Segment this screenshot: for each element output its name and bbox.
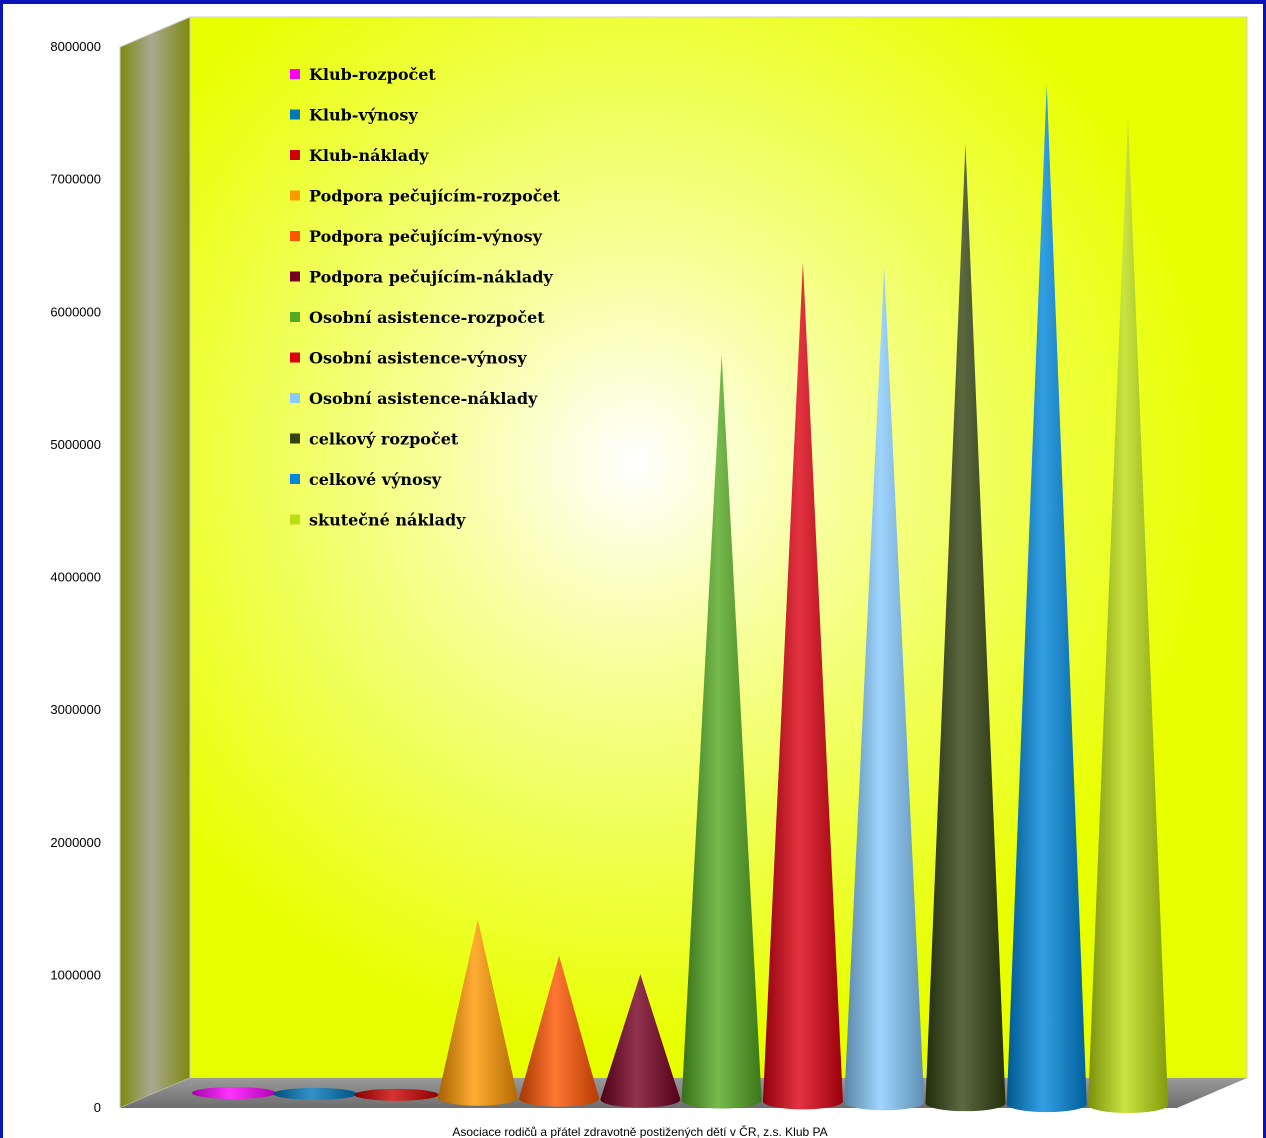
cone-6 bbox=[600, 974, 681, 1108]
legend-label: Podpora pečujícím-rozpočet bbox=[309, 187, 561, 206]
legend-swatch bbox=[290, 474, 300, 484]
cone-base-2 bbox=[273, 1087, 358, 1100]
legend-swatch bbox=[290, 352, 300, 363]
legend-swatch bbox=[290, 109, 300, 120]
legend: Klub-rozpočet Klub-výnosy Klub-náklady Podp… bbox=[290, 65, 561, 530]
y-tick-label: 1000000 bbox=[50, 967, 101, 982]
y-tick-label: 7000000 bbox=[50, 172, 101, 187]
legend-label: Klub-rozpočet bbox=[309, 65, 436, 84]
legend-swatch bbox=[290, 69, 300, 79]
cone-7 bbox=[681, 354, 762, 1109]
cone-5 bbox=[519, 955, 600, 1107]
legend-swatch bbox=[290, 514, 300, 525]
cone-4 bbox=[437, 919, 518, 1106]
y-tick-label: 6000000 bbox=[50, 304, 101, 319]
legend-label: celkové výnosy bbox=[309, 470, 442, 489]
legend-label: skutečné náklady bbox=[309, 511, 466, 530]
legend-label: Osobní asistence-náklady bbox=[309, 389, 538, 408]
y-tick-label: 8000000 bbox=[50, 39, 101, 54]
cone-base-1 bbox=[192, 1087, 276, 1099]
cone-10 bbox=[925, 143, 1006, 1112]
y-tick-label: 0 bbox=[94, 1100, 101, 1115]
cone-8 bbox=[762, 261, 843, 1110]
y-tick-label: 4000000 bbox=[50, 570, 101, 585]
legend-swatch bbox=[290, 231, 300, 241]
y-tick-label: 5000000 bbox=[50, 437, 101, 452]
y-tick-label: 3000000 bbox=[50, 702, 101, 717]
cone-11 bbox=[1006, 84, 1087, 1113]
legend-label: Osobní asistence-výnosy bbox=[309, 349, 527, 368]
legend-swatch bbox=[290, 393, 300, 403]
legend-swatch bbox=[290, 190, 300, 201]
legend-swatch bbox=[290, 312, 300, 322]
chart-caption: Asociace rodičů a přátel zdravotně posti… bbox=[452, 1124, 827, 1138]
legend-label: Podpora pečujícím-výnosy bbox=[309, 227, 543, 246]
cone-12 bbox=[1088, 117, 1168, 1113]
cone-base-3 bbox=[354, 1088, 439, 1101]
y-axis: 0 1000000 2000000 3000000 4000000 5000000 6000… bbox=[50, 39, 101, 1115]
cones bbox=[192, 84, 1168, 1113]
y-tick-label: 2000000 bbox=[50, 835, 101, 850]
legend-swatch bbox=[290, 150, 300, 160]
legend-label: Klub-výnosy bbox=[309, 106, 418, 125]
legend-swatch bbox=[290, 271, 300, 282]
side-wall bbox=[119, 16, 191, 1109]
legend-label: Osobní asistence-rozpočet bbox=[309, 308, 545, 327]
legend-label: Podpora pečujícím-náklady bbox=[309, 268, 553, 287]
legend-label: celkový rozpočet bbox=[309, 430, 459, 449]
legend-swatch bbox=[290, 433, 300, 444]
cone-9 bbox=[844, 267, 925, 1111]
legend-label: Klub-náklady bbox=[309, 146, 429, 165]
